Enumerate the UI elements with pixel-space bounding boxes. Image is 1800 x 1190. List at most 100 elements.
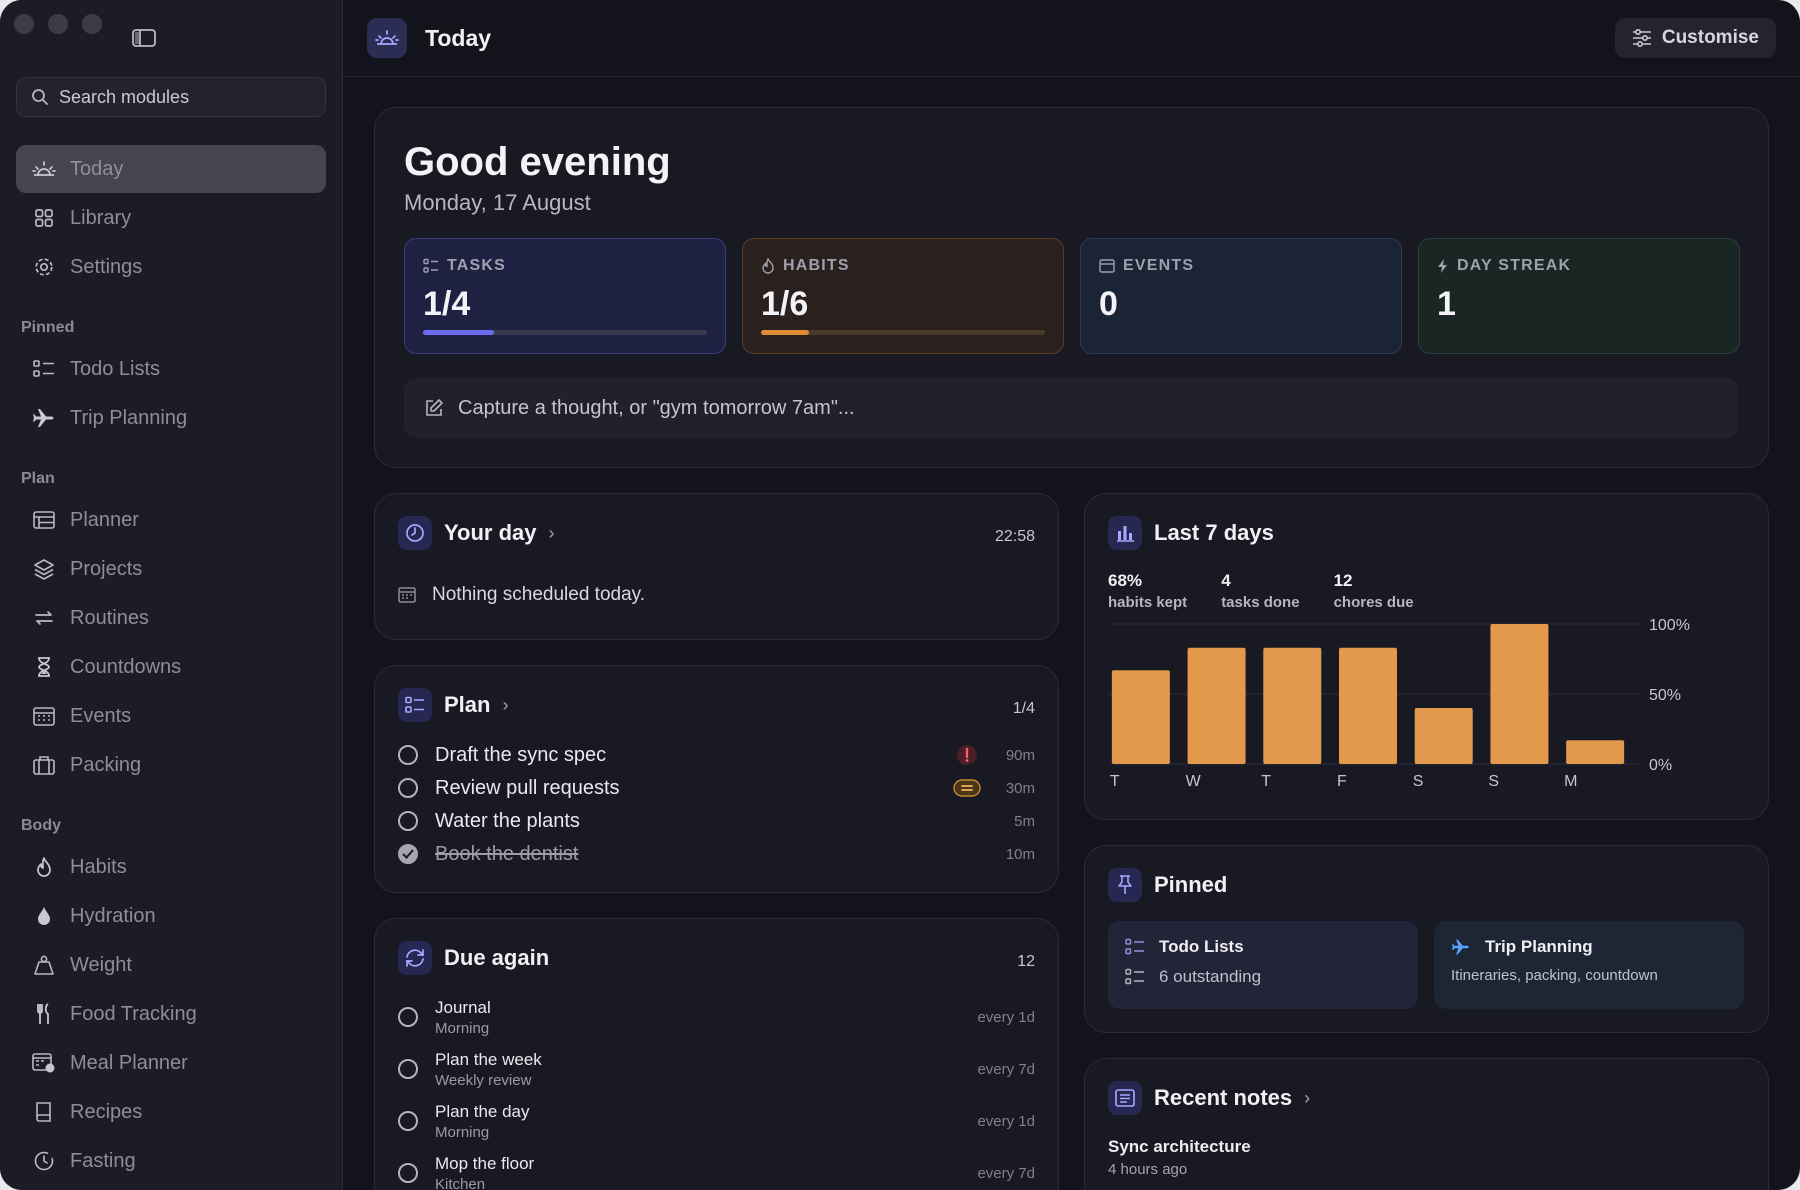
- pinned-tile-trip-planning[interactable]: Trip Planning Itineraries, packing, coun…: [1434, 921, 1744, 1009]
- search-icon: [32, 89, 48, 105]
- task-title: Water the plants: [435, 809, 580, 832]
- sidebar-item-weight[interactable]: Weight: [16, 941, 326, 989]
- stat-tasks[interactable]: TASKS 1/4: [404, 238, 726, 354]
- sidebar-item-today[interactable]: Today: [16, 145, 326, 193]
- sidebar-item-planner[interactable]: Planner: [16, 496, 326, 544]
- close-window-button[interactable]: [14, 14, 34, 34]
- calendar-icon: [32, 704, 56, 728]
- stat-events[interactable]: EVENTS 0: [1080, 238, 1402, 354]
- stat-caption: tasks done: [1221, 594, 1300, 611]
- stat-day-streak[interactable]: DAY STREAK 1: [1418, 238, 1740, 354]
- tasks-progress-fill: [423, 330, 494, 335]
- customise-button[interactable]: Customise: [1614, 18, 1776, 58]
- task-row[interactable]: Review pull requests 30m: [398, 772, 1035, 804]
- stat-habits[interactable]: HABITS 1/6: [742, 238, 1064, 354]
- sidebar-item-todo-lists[interactable]: Todo Lists: [16, 345, 326, 393]
- chart-bar[interactable]: [1111, 670, 1170, 764]
- due-again-count: 12: [1017, 953, 1035, 970]
- chart-ytick-label: 0%: [1649, 757, 1672, 774]
- minimize-window-button[interactable]: [48, 14, 68, 34]
- due-again-card: Due again 12 Journal Morning every 1d Pla…: [374, 918, 1059, 1190]
- due-title: Journal: [435, 997, 491, 1017]
- sidebar-item-library[interactable]: Library: [16, 194, 326, 242]
- recent-notes-title: Recent notes: [1154, 1085, 1293, 1110]
- sidebar: Search modules Today Library Settings Pi…: [0, 0, 343, 1190]
- pinned-tile-subtitle: Itineraries, packing, countdown: [1451, 967, 1658, 984]
- top-bar: Today Customise: [343, 0, 1800, 77]
- task-checkbox[interactable]: [398, 811, 418, 831]
- due-checkbox[interactable]: [398, 1163, 418, 1183]
- sidebar-item-events[interactable]: Events: [16, 692, 326, 740]
- task-checkbox[interactable]: [398, 745, 418, 765]
- sidebar-item-fasting[interactable]: Fasting: [16, 1137, 326, 1185]
- due-title: Plan the day: [435, 1101, 530, 1121]
- sidebar-item-food-tracking[interactable]: Food Tracking: [16, 990, 326, 1038]
- stat-caption: habits kept: [1108, 594, 1188, 611]
- sliders-icon: [1632, 29, 1651, 47]
- sidebar-item-label: Trip Planning: [70, 406, 188, 429]
- pinned-header: Pinned: [1108, 868, 1227, 902]
- sidebar-item-routines[interactable]: Routines: [16, 594, 326, 642]
- due-row[interactable]: Mop the floor Kitchen every 7d: [398, 1151, 1035, 1190]
- your-day-header[interactable]: Your day ›: [398, 516, 555, 550]
- chart-xtick-label: T: [1261, 773, 1271, 790]
- sidebar-item-projects[interactable]: Projects: [16, 545, 326, 593]
- task-title: Review pull requests: [435, 776, 620, 799]
- chart-bar[interactable]: [1566, 740, 1625, 764]
- chart-bar[interactable]: [1187, 647, 1246, 764]
- sidebar-item-meal-planner[interactable]: Meal Planner: [16, 1039, 326, 1087]
- sidebar-item-trip-planning[interactable]: Trip Planning: [16, 394, 326, 442]
- sidebar-toggle-icon[interactable]: [132, 28, 156, 48]
- search-input[interactable]: Search modules: [16, 77, 326, 117]
- sidebar-item-label: Hydration: [70, 904, 156, 927]
- sidebar-item-recipes[interactable]: Recipes: [16, 1088, 326, 1136]
- due-row[interactable]: Journal Morning every 1d: [398, 995, 1035, 1039]
- sidebar-item-habits[interactable]: Habits: [16, 843, 326, 891]
- task-checkbox[interactable]: [398, 778, 418, 798]
- stat-label: EVENTS: [1099, 257, 1383, 275]
- calendar-icon: [398, 587, 416, 603]
- plan-header[interactable]: Plan ›: [398, 688, 508, 722]
- stat-habits-kept: 68% habits kept: [1108, 571, 1187, 611]
- due-subtitle: Weekly review: [435, 1071, 532, 1089]
- plan-count: 1/4: [1012, 700, 1035, 717]
- sidebar-item-label: Events: [70, 704, 132, 727]
- chart-bar[interactable]: [1490, 624, 1549, 764]
- pinned-tile-todo-lists[interactable]: Todo Lists 6 outstanding: [1108, 921, 1418, 1009]
- sidebar-item-hydration[interactable]: Hydration: [16, 892, 326, 940]
- task-row[interactable]: Water the plants 5m: [398, 805, 1035, 837]
- chart-ytick-label: 100%: [1649, 619, 1690, 634]
- recent-notes-header[interactable]: Recent notes ›: [1108, 1081, 1310, 1115]
- sidebar-item-label: Today: [70, 157, 124, 180]
- sidebar-item-label: Fasting: [70, 1149, 136, 1172]
- checklist-icon: [398, 688, 432, 722]
- capture-input[interactable]: Capture a thought, or "gym tomorrow 7am"…: [404, 378, 1738, 438]
- due-checkbox[interactable]: [398, 1111, 418, 1131]
- sidebar-item-settings[interactable]: Settings: [16, 243, 326, 291]
- due-row[interactable]: Plan the week Weekly review every 7d: [398, 1047, 1035, 1091]
- due-checkbox[interactable]: [398, 1007, 418, 1027]
- due-again-header: Due again: [398, 941, 549, 975]
- note-item[interactable]: Sync architecture 4 hours ago: [1108, 1137, 1251, 1178]
- clock-icon: [398, 516, 432, 550]
- drop-icon: [32, 904, 56, 928]
- sidebar-item-countdowns[interactable]: Countdowns: [16, 643, 326, 691]
- chart-bar[interactable]: [1263, 647, 1322, 764]
- stat-value: 1/4: [423, 285, 471, 323]
- task-row[interactable]: Book the dentist 10m: [398, 838, 1035, 870]
- priority-medium-icon: [953, 777, 981, 799]
- stat-chores-due: 12 chores due: [1334, 571, 1414, 611]
- due-row[interactable]: Plan the day Morning every 1d: [398, 1099, 1035, 1143]
- chart-xtick-label: T: [1110, 773, 1120, 790]
- pinned-title: Pinned: [1154, 872, 1228, 897]
- sidebar-item-packing[interactable]: Packing: [16, 741, 326, 789]
- zoom-window-button[interactable]: [82, 14, 102, 34]
- task-row[interactable]: Draft the sync spec 90m: [398, 739, 1035, 771]
- tasks-progress-bar: [423, 330, 707, 335]
- due-checkbox[interactable]: [398, 1059, 418, 1079]
- task-checkbox-checked[interactable]: [398, 844, 418, 864]
- checklist-icon: [1125, 938, 1144, 955]
- chart-bar[interactable]: [1339, 647, 1397, 764]
- sidebar-section-pinned: Pinned: [21, 319, 75, 336]
- chart-bar[interactable]: [1414, 708, 1473, 764]
